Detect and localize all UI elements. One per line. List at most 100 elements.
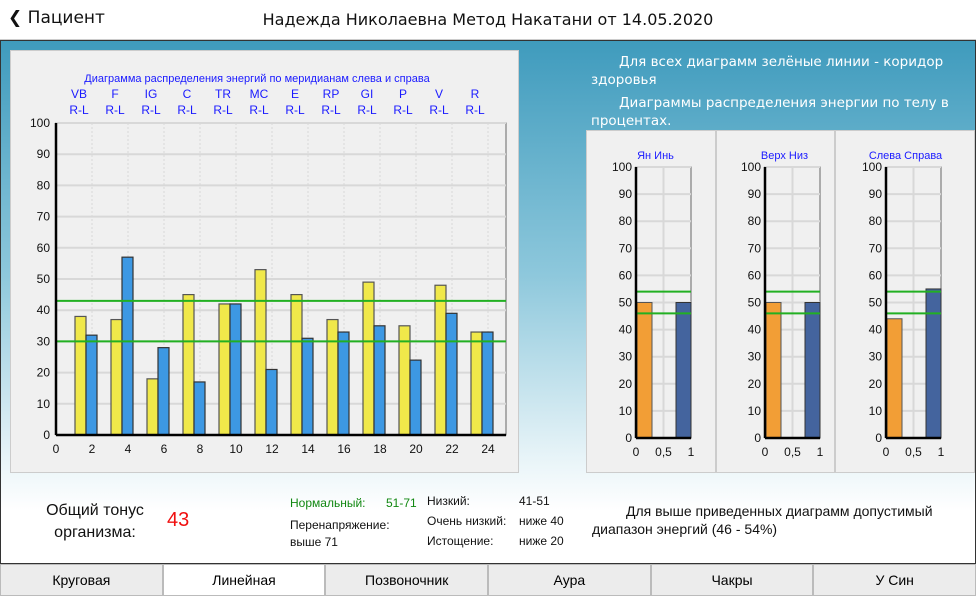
tab-1[interactable]: Линейная: [162, 564, 326, 596]
y-tick-label: 60: [869, 268, 883, 282]
x-tick-label: 0: [633, 445, 640, 459]
meridian-sublabel: R-L: [465, 103, 485, 117]
x-tick-label: 2: [89, 442, 96, 456]
x-tick-label: 0: [883, 445, 890, 459]
y-tick-label: 100: [741, 160, 761, 174]
y-tick-label: 0: [875, 431, 882, 445]
tonus-label-2: организма:: [54, 524, 136, 541]
bar-second: [925, 288, 942, 439]
y-tick-label: 90: [37, 147, 51, 161]
x-tick-label: 0,5: [784, 445, 801, 459]
meridian-label: V: [435, 87, 443, 101]
tonus-label-1: Общий тонус: [46, 502, 144, 519]
y-tick-label: 0: [754, 431, 761, 445]
meridian-label: C: [183, 87, 192, 101]
meridian-sublabel: R-L: [141, 103, 161, 117]
y-tick-label: 50: [37, 272, 51, 286]
x-tick-label: 0: [762, 445, 769, 459]
bar-right-VB: [74, 315, 87, 436]
y-tick-label: 50: [748, 296, 762, 310]
tonus-label: Общий тонус организма:: [43, 500, 147, 544]
meridian-sublabel: R-L: [249, 103, 269, 117]
bar-right-GI: [362, 281, 375, 436]
meridian-label: F: [111, 87, 118, 101]
tab-5[interactable]: У Син: [813, 564, 976, 596]
bar-right-IG: [146, 378, 159, 436]
y-tick-label: 60: [619, 268, 633, 282]
exh-value: ниже 20: [519, 534, 564, 548]
x-tick-label: 0,5: [655, 445, 672, 459]
tab-2[interactable]: Позвоночник: [325, 564, 489, 596]
bar-first: [886, 318, 903, 439]
tab-0[interactable]: Круговая: [0, 564, 163, 596]
tab-bar: Круговая Линейная Позвоночник Аура Чакры У Си…: [0, 564, 976, 596]
low-value: 41-51: [519, 494, 550, 508]
x-tick-label: 6: [161, 442, 168, 456]
x-tick-label: 24: [481, 442, 495, 456]
x-tick-label: 0,5: [905, 445, 922, 459]
y-tick-label: 30: [619, 350, 633, 364]
content-area: 0 10 20 30 40 50 60 70 80 90 100 0 2 4 6 8 10 12 14 16 18 20 2…: [0, 40, 976, 564]
back-button[interactable]: ❮ Пациент: [8, 8, 105, 28]
bar-second: [675, 302, 692, 439]
bar-second: [804, 302, 821, 439]
y-tick-label: 50: [619, 296, 633, 310]
x-tick-label: 10: [229, 442, 243, 456]
meridian-label: VB: [71, 87, 87, 101]
bar-right-RP: [326, 318, 339, 436]
y-tick-label: 20: [748, 377, 762, 391]
y-tick-label: 40: [869, 323, 883, 337]
y-tick-label: 70: [37, 210, 51, 224]
x-tick-label: 1: [688, 445, 695, 459]
yang-yin-chart: 0 10 20 30 40 50 60 70 80 90 100 Ян Инь 0 0,5 1: [612, 150, 695, 459]
y-tick-label: 20: [869, 377, 883, 391]
x-tick-label: 18: [373, 442, 387, 456]
meridian-sublabel: R-L: [321, 103, 341, 117]
y-tick-label: 10: [619, 404, 633, 418]
top-bottom-panel: 0 10 20 30 40 50 60 70 80 90 100 Верх Низ 0 0,5 1: [716, 130, 835, 473]
body-percent-note: Диаграммы распределения энергии по телу …: [591, 95, 949, 129]
y-tick-label: 40: [748, 323, 762, 337]
back-label: Пациент: [27, 8, 105, 28]
meridian-sublabel: R-L: [285, 103, 305, 117]
over-value: выше 71: [290, 535, 338, 549]
y-tick-label: 90: [748, 187, 762, 201]
x-tick-label: 4: [125, 442, 132, 456]
x-tick-label: 14: [301, 442, 315, 456]
tab-3[interactable]: Аура: [488, 564, 651, 596]
y-tick-label: 100: [862, 160, 882, 174]
y-tick-label: 10: [37, 397, 51, 411]
y-tick-label: 50: [869, 296, 883, 310]
meridian-label: TR: [215, 87, 231, 101]
yang-yin-panel: 0 10 20 30 40 50 60 70 80 90 100 Ян Инь 0 0,5 1: [586, 130, 716, 473]
normal-label: Нормальный:: [290, 496, 366, 510]
x-tick-label: 1: [938, 445, 945, 459]
tab-4[interactable]: Чакры: [650, 564, 814, 596]
x-tick-label: 16: [337, 442, 351, 456]
page-title: Надежда Николаевна Метод Накатани от 14.…: [262, 10, 714, 29]
low-label: Низкий:: [427, 494, 470, 508]
bar-left-TR: [229, 303, 242, 436]
vlow-value: ниже 40: [519, 514, 564, 528]
bar-right-R: [470, 331, 483, 436]
meridian-sublabel: R-L: [393, 103, 413, 117]
x-tick-label: 1: [817, 445, 824, 459]
meridian-sublabel: R-L: [213, 103, 233, 117]
meridian-label: IG: [145, 87, 158, 101]
y-tick-label: 100: [30, 116, 50, 130]
x-tick-label: 8: [197, 442, 204, 456]
meridian-sublabel: R-L: [105, 103, 125, 117]
meridian-label: E: [291, 87, 299, 101]
y-tick-label: 40: [619, 323, 633, 337]
meridian-label: GI: [361, 87, 374, 101]
bar-left-E: [301, 337, 314, 436]
y-tick-label: 60: [748, 268, 762, 282]
y-tick-label: 70: [619, 241, 633, 255]
x-tick-label: 22: [445, 442, 459, 456]
bar-right-F: [110, 318, 123, 436]
bar-left-VB: [85, 334, 98, 436]
y-tick-label: 20: [619, 377, 633, 391]
meridian-sublabel: R-L: [429, 103, 449, 117]
